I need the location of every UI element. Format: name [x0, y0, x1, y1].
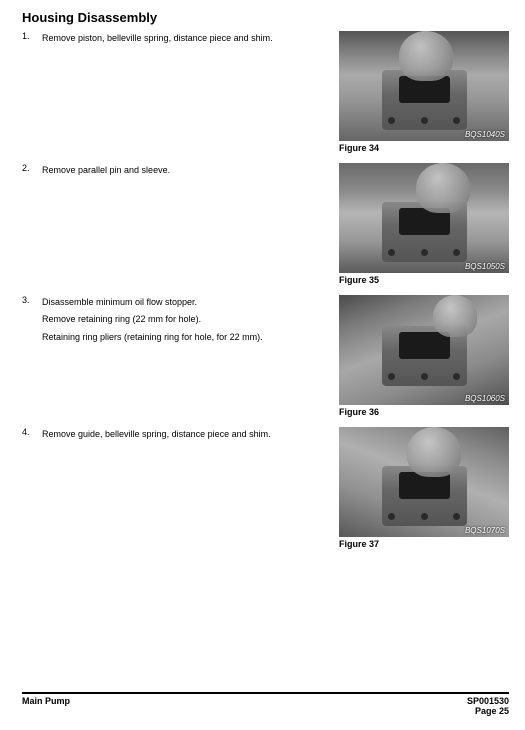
- step-number: 1.: [22, 31, 42, 41]
- step-line: Remove piston, belleville spring, distan…: [42, 31, 333, 45]
- step-4: 4. Remove guide, belleville spring, dist…: [22, 427, 509, 559]
- figure-image-35: BQS1050S: [339, 163, 509, 273]
- step-text: Remove parallel pin and sleeve.: [42, 163, 339, 180]
- section-title: Housing Disassembly: [22, 10, 509, 25]
- step-number: 3.: [22, 295, 42, 305]
- figure-image-37: BQS1070S: [339, 427, 509, 537]
- step-line: Remove guide, belleville spring, distanc…: [42, 427, 333, 441]
- figure-caption: Figure 35: [339, 275, 509, 285]
- step-1: 1. Remove piston, belleville spring, dis…: [22, 31, 509, 163]
- footer-rule: [22, 692, 509, 694]
- footer-page-number: Page 25: [475, 706, 509, 716]
- figure-block-35: BQS1050S Figure 35: [339, 163, 509, 295]
- figure-image-34: BQS1040S: [339, 31, 509, 141]
- figure-caption: Figure 36: [339, 407, 509, 417]
- step-line: Disassemble minimum oil flow stopper.: [42, 295, 333, 309]
- figure-caption: Figure 34: [339, 143, 509, 153]
- step-line: Retaining ring pliers (retaining ring fo…: [42, 330, 333, 344]
- step-line: Remove parallel pin and sleeve.: [42, 163, 333, 177]
- step-3: 3. Disassemble minimum oil flow stopper.…: [22, 295, 509, 427]
- page-footer: Main Pump SP001530 Page 25: [22, 692, 509, 716]
- figure-block-36: BQS1060S Figure 36: [339, 295, 509, 427]
- figure-block-34: BQS1040S Figure 34: [339, 31, 509, 163]
- figure-code: BQS1050S: [465, 262, 505, 271]
- step-text: Remove guide, belleville spring, distanc…: [42, 427, 339, 444]
- step-line: Remove retaining ring (22 mm for hole).: [42, 312, 333, 326]
- figure-code: BQS1040S: [465, 130, 505, 139]
- figure-code: BQS1060S: [465, 394, 505, 403]
- figure-image-36: BQS1060S: [339, 295, 509, 405]
- step-number: 4.: [22, 427, 42, 437]
- step-text: Disassemble minimum oil flow stopper. Re…: [42, 295, 339, 347]
- footer-doc-id: SP001530: [467, 696, 509, 706]
- figure-caption: Figure 37: [339, 539, 509, 549]
- figure-block-37: BQS1070S Figure 37: [339, 427, 509, 559]
- step-2: 2. Remove parallel pin and sleeve. BQS10…: [22, 163, 509, 295]
- step-text: Remove piston, belleville spring, distan…: [42, 31, 339, 48]
- footer-left: Main Pump: [22, 696, 70, 716]
- step-number: 2.: [22, 163, 42, 173]
- figure-code: BQS1070S: [465, 526, 505, 535]
